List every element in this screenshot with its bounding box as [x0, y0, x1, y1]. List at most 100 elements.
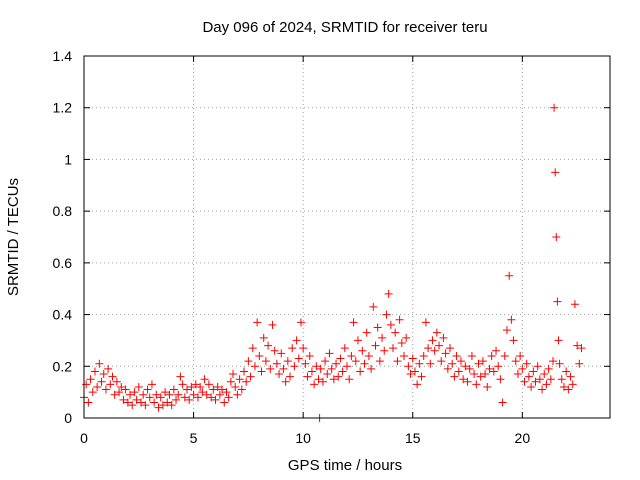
- data-point: [481, 370, 490, 379]
- data-point: [524, 372, 533, 381]
- data-point: [169, 385, 178, 394]
- data-point: [305, 351, 314, 360]
- data-point: [191, 380, 200, 389]
- data-point: [237, 385, 246, 394]
- data-point: [404, 362, 413, 371]
- data-point: [338, 367, 347, 376]
- data-point: [522, 359, 531, 368]
- data-point: [485, 364, 494, 373]
- data-point: [459, 375, 468, 384]
- data-point: [426, 359, 435, 368]
- data-point: [104, 364, 113, 373]
- data-point: [193, 393, 202, 402]
- data-point: [494, 362, 503, 371]
- data-point: [178, 380, 187, 389]
- y-axis-ticks: 0 0.2 0.4 0.6 0.8 1 1.2 1.4: [53, 48, 610, 426]
- data-point: [432, 328, 441, 337]
- data-point: [424, 344, 433, 353]
- data-point: [397, 339, 406, 348]
- data-point: [99, 370, 108, 379]
- data-point: [391, 328, 400, 337]
- data-point: [325, 349, 334, 358]
- data-point: [156, 393, 165, 402]
- data-point: [550, 103, 559, 112]
- y-tick-label: 0: [64, 410, 72, 426]
- data-point: [261, 357, 270, 366]
- y-tick-label: 1.4: [53, 48, 73, 64]
- data-point: [435, 341, 444, 350]
- data-point: [154, 403, 163, 412]
- data-point: [386, 320, 395, 329]
- data-point: [95, 359, 104, 368]
- data-point: [549, 357, 558, 366]
- data-point: [180, 393, 189, 402]
- data-point: [575, 359, 584, 368]
- data-point: [343, 362, 351, 371]
- data-point: [516, 351, 525, 360]
- data-point: [513, 370, 522, 379]
- data-point: [277, 349, 286, 358]
- data-point: [463, 377, 472, 386]
- data-point: [316, 364, 325, 373]
- x-axis-title: GPS time / hours: [288, 457, 402, 474]
- data-point: [559, 382, 568, 391]
- data-point: [415, 359, 424, 368]
- data-point: [476, 372, 485, 381]
- data-point: [259, 333, 268, 342]
- data-point: [213, 382, 222, 391]
- data-point: [402, 333, 411, 342]
- chart-title: Day 096 of 2024, SRMTID for receiver ter…: [202, 19, 487, 36]
- data-point: [82, 380, 91, 389]
- data-point: [172, 395, 181, 404]
- data-point: [161, 388, 170, 397]
- data-point: [189, 390, 198, 399]
- data-point: [421, 318, 430, 327]
- data-point: [272, 359, 281, 368]
- data-point: [551, 168, 560, 177]
- data-point: [334, 372, 343, 381]
- data-point: [90, 367, 99, 376]
- data-point: [360, 359, 369, 368]
- data-point: [378, 333, 387, 342]
- data-point: [389, 344, 398, 353]
- data-point: [456, 357, 465, 366]
- data-point: [478, 357, 487, 366]
- data-point: [566, 372, 575, 381]
- data-point: [296, 318, 305, 327]
- data-point: [235, 375, 244, 384]
- data-point: [461, 362, 470, 371]
- data-point: [88, 388, 97, 397]
- data-point: [242, 377, 251, 386]
- data-point: [158, 401, 167, 410]
- data-point: [218, 385, 227, 394]
- data-points: [80, 103, 586, 422]
- data-point: [207, 393, 216, 402]
- data-point: [531, 377, 540, 386]
- data-point: [288, 344, 297, 353]
- data-point: [518, 364, 527, 373]
- y-tick-label: 0.8: [53, 203, 73, 219]
- data-point: [204, 380, 213, 389]
- data-point: [564, 385, 573, 394]
- data-point: [323, 370, 332, 379]
- data-point: [229, 370, 238, 379]
- data-point: [562, 367, 571, 376]
- data-point: [299, 344, 308, 353]
- data-point: [367, 364, 376, 373]
- data-point: [538, 385, 547, 394]
- data-point: [185, 395, 194, 404]
- data-point: [121, 385, 130, 394]
- data-point: [108, 372, 117, 381]
- data-point: [399, 351, 408, 360]
- data-point: [139, 390, 148, 399]
- data-point: [286, 372, 295, 381]
- data-point: [351, 357, 360, 366]
- data-point: [86, 375, 95, 384]
- data-point: [117, 382, 126, 391]
- data-point: [552, 233, 561, 241]
- data-point: [220, 398, 229, 407]
- data-point: [268, 320, 277, 329]
- data-point: [465, 364, 474, 373]
- data-point: [417, 372, 426, 381]
